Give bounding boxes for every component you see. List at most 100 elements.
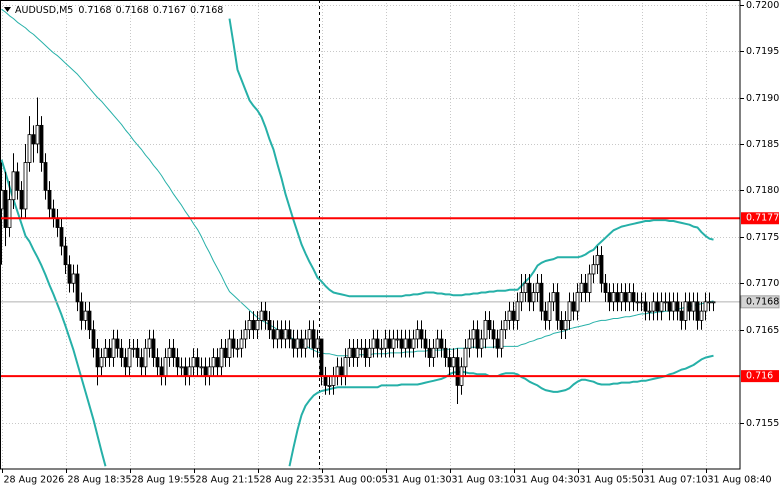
candle-body — [411, 338, 416, 349]
level-label-bg — [741, 370, 779, 383]
x-tick-label: 31 Aug 08:40 — [708, 475, 772, 486]
candle-body — [475, 329, 480, 349]
x-tick-label: 28 Aug 22:35 — [260, 475, 324, 486]
candle-body — [231, 338, 236, 349]
candle-body — [523, 282, 528, 293]
candle-body — [75, 273, 80, 303]
candle-body — [171, 347, 176, 358]
candle-body — [579, 282, 584, 293]
candle-body — [407, 338, 412, 349]
candle-body — [611, 292, 616, 303]
last-high: 0.7168 — [116, 5, 149, 16]
candle-body — [195, 357, 200, 368]
candle-body — [279, 329, 284, 340]
y-tick-label: 0.7190 — [746, 93, 779, 104]
candle-body — [711, 301, 716, 304]
candle-body — [631, 292, 636, 303]
candle-body — [623, 292, 628, 303]
candle-body — [467, 338, 472, 349]
candle-body — [511, 310, 516, 321]
candle-body — [331, 375, 336, 386]
candle-body — [0, 189, 4, 210]
candle-body — [267, 320, 272, 331]
candle-body — [555, 292, 560, 321]
candle-body — [167, 347, 172, 358]
candle-body — [647, 310, 652, 313]
candle-body — [35, 124, 40, 145]
x-tick-label: 31 Aug 04:30 — [516, 475, 580, 486]
candle-body — [547, 301, 552, 321]
candle-body — [91, 329, 96, 349]
menu-triangle — [4, 7, 11, 12]
candle-body — [135, 347, 140, 358]
candle-body — [399, 338, 404, 349]
candle-body — [323, 375, 328, 386]
candle-body — [43, 162, 48, 191]
candle-body — [535, 282, 540, 293]
candle-body — [695, 301, 700, 321]
candle-body — [351, 347, 356, 358]
candle-body — [83, 310, 88, 321]
candle-body — [567, 301, 572, 321]
candle-body — [383, 338, 388, 349]
candle-body — [619, 292, 624, 303]
x-tick-label: 28 Aug 21:15 — [196, 475, 260, 486]
candle-body — [179, 366, 184, 369]
candle-body — [243, 329, 248, 340]
candle-body — [287, 329, 292, 340]
candle-body — [687, 301, 692, 312]
candle-body — [575, 292, 580, 312]
candle-body — [123, 357, 128, 368]
candle-body — [443, 347, 448, 358]
candle-body — [515, 301, 520, 321]
candle-body — [283, 329, 288, 340]
candle-body — [635, 301, 640, 304]
candle-body — [203, 366, 208, 377]
candle-body — [111, 338, 116, 358]
candle-body — [423, 338, 428, 349]
candle-body — [127, 347, 132, 368]
candle-body — [487, 320, 492, 331]
candle-body — [95, 347, 100, 368]
candle-body — [431, 347, 436, 358]
candle-body — [679, 310, 684, 321]
candle-body — [159, 366, 164, 377]
candle-body — [151, 338, 156, 358]
candle-body — [447, 357, 452, 368]
candle-body — [255, 320, 260, 331]
y-tick-label: 0.7155 — [746, 418, 779, 429]
y-tick-label: 0.7185 — [746, 139, 779, 150]
candle-body — [63, 245, 68, 266]
candle-body — [375, 338, 380, 349]
candle-body — [291, 338, 296, 349]
candle-body — [199, 366, 204, 369]
candle-body — [247, 320, 252, 331]
candle-body — [563, 320, 568, 331]
candle-body — [439, 338, 444, 349]
candle-body — [311, 329, 316, 349]
candle-body — [463, 347, 468, 368]
candle-body — [703, 301, 708, 312]
band-lower — [288, 354, 714, 467]
candle-body — [627, 292, 632, 303]
candle-body — [603, 282, 608, 293]
candle-body — [23, 162, 28, 210]
candle-body — [183, 366, 188, 377]
candle-body — [139, 357, 144, 368]
candle-body — [47, 189, 52, 210]
candle-body — [259, 310, 264, 321]
candle-body — [319, 338, 324, 377]
candle-body — [683, 301, 688, 321]
candle-body — [67, 264, 72, 284]
candle-body — [595, 254, 600, 266]
candle-body — [419, 329, 424, 340]
candle-body — [363, 347, 368, 358]
candle-body — [471, 329, 476, 340]
candle-body — [355, 347, 360, 358]
plot-frame — [0, 0, 741, 470]
candle-body — [31, 134, 36, 145]
chart-title: AUDUSD,M5 0.7168 0.7168 0.7167 0.7168 — [15, 5, 223, 16]
candle-body — [15, 171, 20, 191]
candle-body — [403, 338, 408, 349]
